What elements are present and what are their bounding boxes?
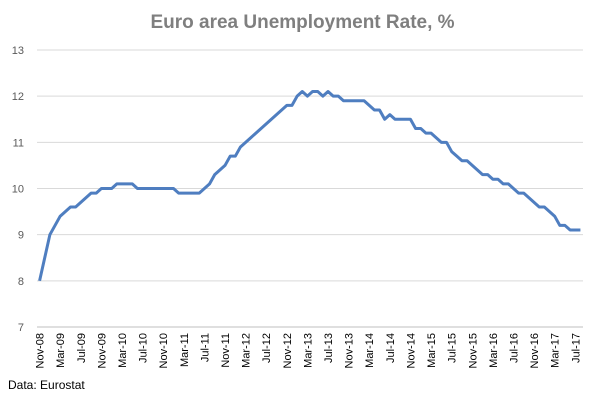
x-tick-label: Jul-12 <box>261 333 273 363</box>
x-tick-label: Jul-09 <box>76 333 88 363</box>
x-tick-label: Nov-10 <box>158 333 170 368</box>
x-tick-label: Nov-13 <box>344 333 356 368</box>
y-tick-label: 10 <box>12 184 24 196</box>
chart-title: Euro area Unemployment Rate, % <box>150 12 455 33</box>
x-tick-label: Mar-11 <box>179 333 191 367</box>
x-tick-label: Mar-15 <box>426 333 438 368</box>
x-tick-label: Nov-14 <box>405 333 417 368</box>
x-tick-label: Nov-12 <box>282 333 294 368</box>
y-tick-label: 12 <box>12 91 24 103</box>
x-tick-label: Jul-15 <box>447 333 459 363</box>
x-tick-label: Mar-12 <box>241 333 253 368</box>
x-tick-label: Jul-13 <box>323 333 335 363</box>
x-tick-label: Mar-10 <box>117 333 129 368</box>
x-tick-label: Nov-16 <box>529 333 541 368</box>
x-tick-label: Jul-17 <box>570 333 582 363</box>
x-tick-label: Mar-13 <box>302 333 314 368</box>
y-tick-label: 8 <box>18 276 24 288</box>
y-tick-label: 13 <box>12 45 24 57</box>
x-tick-label: Mar-17 <box>550 333 562 368</box>
x-tick-label: Mar-16 <box>488 333 500 368</box>
gridlines <box>37 49 583 282</box>
x-tick-label: Jul-14 <box>385 333 397 363</box>
y-tick-label: 7 <box>18 322 24 334</box>
x-tick-label: Jul-11 <box>199 333 211 362</box>
x-tick-label: Nov-09 <box>96 333 108 368</box>
x-tick-label: Mar-09 <box>55 333 67 368</box>
x-tick-label: Nov-15 <box>467 333 479 368</box>
y-tick-label: 9 <box>18 230 24 242</box>
x-tick-label: Jul-10 <box>138 333 150 363</box>
y-axis-ticks: 7 8 9 10 11 12 13 <box>12 45 24 334</box>
y-tick-label: 11 <box>13 137 24 149</box>
x-tick-label: Mar-14 <box>364 333 376 368</box>
unemployment-rate-line <box>38 90 581 282</box>
x-tick-label: Nov-11 <box>220 333 232 368</box>
source-note: Data: Eurostat <box>8 378 85 392</box>
x-tick-label: Jul-16 <box>508 333 520 363</box>
x-axis-ticks: Nov-08 Mar-09 Jul-09 Nov-09 Mar-10 Jul-10 Nov-… <box>35 333 583 368</box>
x-tick-label: Nov-08 <box>35 333 47 368</box>
